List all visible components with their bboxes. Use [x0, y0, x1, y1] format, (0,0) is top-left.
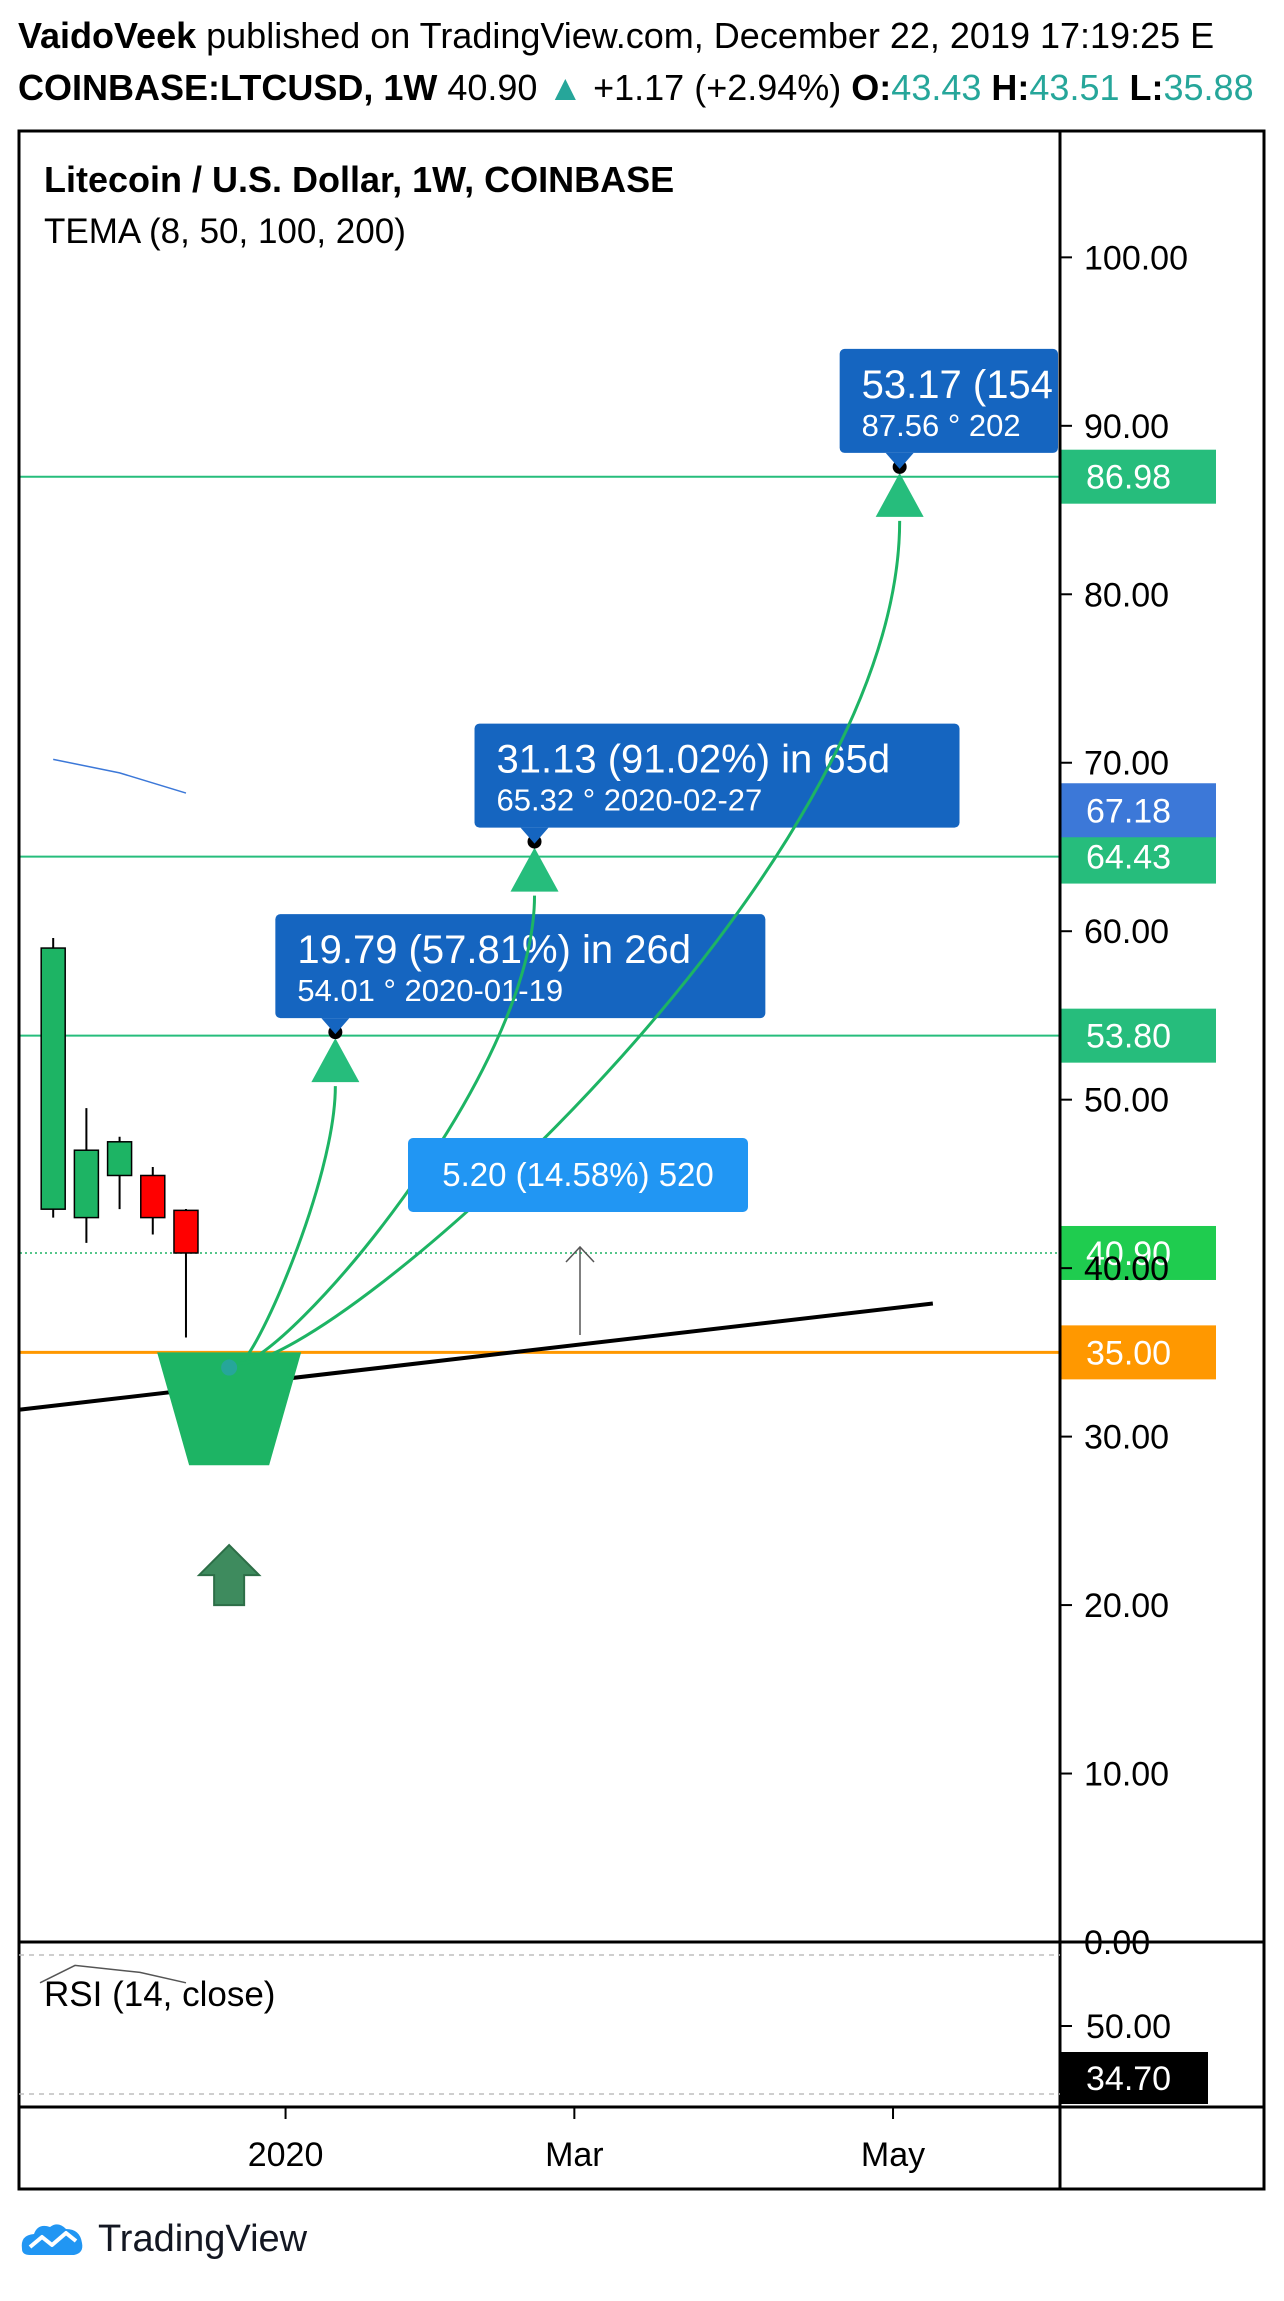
indicator-legend: TEMA (8, 50, 100, 200) [44, 212, 406, 251]
price-label-bg [1060, 449, 1216, 504]
price-label-bg [1060, 1325, 1216, 1380]
candle-body [173, 1209, 199, 1254]
time-tick-label: 2020 [248, 2136, 324, 2174]
candles-layer [40, 937, 199, 1338]
last-price: 40.90 [447, 67, 538, 108]
rsi-pane: 50.00 34.70 [39, 1964, 1208, 2104]
rsi-value-label: 34.70 [1086, 2060, 1171, 2098]
high-label: H: [991, 67, 1030, 108]
funnel-marker [157, 1352, 302, 1466]
price-label: 40.90 [1086, 1235, 1171, 1273]
symbol-name: COINBASE:LTCUSD, 1W [18, 67, 438, 108]
open-label: O: [851, 67, 892, 108]
price-tick-label: 70.00 [1084, 745, 1169, 783]
time-tick-label: Mar [545, 2136, 604, 2174]
target-headline: 53.17 (154 [862, 363, 1053, 407]
rsi-legend: RSI (14, close) [44, 1975, 275, 2014]
price-label-bg [1060, 1008, 1216, 1063]
chart-title: Litecoin / U.S. Dollar, 1W, COINBASE [44, 159, 674, 200]
time-axis[interactable]: 2020 Mar May [248, 2107, 925, 2174]
pointer-origin-dot [221, 1359, 238, 1376]
target-arrowhead [510, 847, 559, 892]
rsi-tick-label: 50.00 [1086, 2008, 1171, 2046]
target-subline: 54.01 ° 2020-01-19 [297, 973, 563, 1008]
price-label-bg [1060, 1225, 1216, 1280]
chart-frame [17, 129, 1266, 2191]
price-label: 35.00 [1086, 1334, 1171, 1372]
target-box [275, 914, 766, 1019]
candle-body [140, 1174, 166, 1219]
rsi-line [39, 1964, 187, 1984]
price-label: 86.98 [1086, 459, 1171, 497]
price-tick-label: 40.00 [1084, 1250, 1169, 1288]
symbol-line: COINBASE:LTCUSD, 1W 40.90 ▲ +1.17 (+2.94… [18, 66, 1254, 110]
price-tick-label: 100.00 [1084, 239, 1188, 277]
candle-body [73, 1149, 100, 1219]
trendline [19, 1301, 934, 1412]
price-axis[interactable]: 86.9864.4353.8040.9035.0067.180.0010.002… [1060, 239, 1216, 1962]
target-arrowhead [875, 472, 924, 517]
target-path [238, 895, 537, 1366]
target-box [839, 348, 1058, 453]
target-box-pointer [520, 827, 549, 844]
price-label-bg [1060, 829, 1216, 884]
tradingview-logo-icon [21, 2223, 83, 2255]
candle-body [40, 947, 66, 1210]
author-name[interactable]: VaidoVeek [18, 15, 197, 56]
measure-box [408, 1138, 748, 1212]
measure-label: 5.20 (14.58%) 520 [442, 1156, 714, 1193]
target-path [238, 1086, 337, 1366]
price-tick-label: 30.00 [1084, 1419, 1169, 1457]
price-change: +1.17 (+2.94%) [593, 67, 842, 108]
brand-name: TradingView [98, 2218, 308, 2260]
low-value: 35.88 [1163, 67, 1254, 108]
published-text: published on TradingView.com, December 2… [206, 15, 1215, 56]
candle-body [106, 1141, 133, 1177]
price-label: 53.80 [1086, 1018, 1171, 1056]
price-tick-label: 90.00 [1084, 408, 1169, 446]
price-label: 64.43 [1086, 839, 1171, 877]
high-value: 43.51 [1029, 67, 1120, 108]
up-arrow-icon: ▲ [547, 67, 584, 108]
target-arrowhead [311, 1038, 360, 1083]
rsi-value-bg [1060, 2052, 1208, 2104]
tradingview-logo[interactable]: TradingView [18, 2218, 307, 2261]
tema-line [53, 758, 187, 794]
target-subline: 65.32 ° 2020-02-27 [497, 783, 763, 818]
publish-line: VaidoVeek published on TradingView.com, … [18, 14, 1214, 58]
price-tick-label: 10.00 [1084, 1756, 1169, 1794]
time-tick-label: May [861, 2136, 925, 2174]
target-box-pointer [321, 1018, 350, 1035]
measure-arrow-head [565, 1245, 595, 1263]
low-label: L: [1129, 67, 1164, 108]
price-label-bg [1060, 783, 1216, 838]
price-tick-label: 80.00 [1084, 576, 1169, 614]
outer-border [17, 129, 1266, 2191]
target-headline: 19.79 (57.81%) in 26d [297, 928, 691, 972]
up-arrow-icon [196, 1543, 262, 1607]
chart-header: VaidoVeek published on TradingView.com, … [0, 0, 1284, 120]
price-tick-label: 60.00 [1084, 913, 1169, 951]
price-tick-label: 50.00 [1084, 1082, 1169, 1120]
drawing-layer [19, 475, 1060, 1412]
target-subline: 87.56 ° 202 [862, 408, 1021, 443]
open-value: 43.43 [891, 67, 982, 108]
price-label: 67.18 [1086, 792, 1171, 830]
price-tick-label: 20.00 [1084, 1587, 1169, 1625]
target-box-pointer [885, 452, 914, 469]
target-path [239, 520, 902, 1366]
